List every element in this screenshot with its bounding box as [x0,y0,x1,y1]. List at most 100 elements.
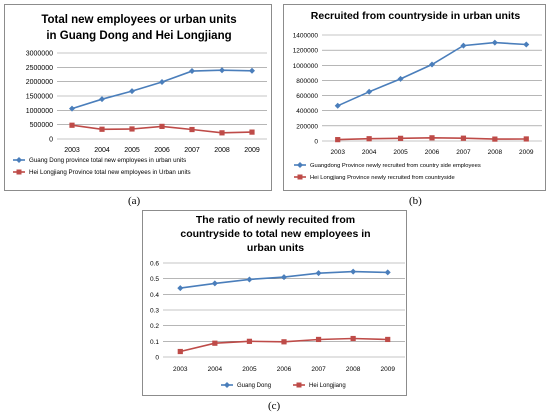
data-point [385,336,391,343]
data-point [246,276,253,283]
chart-b-svg: Recruited from countryside in urban unit… [293,10,542,181]
y-tick-label: 800000 [296,78,318,85]
y-tick-label: 1500000 [26,94,53,101]
data-point [315,270,322,277]
y-tick-label: 200000 [296,123,318,130]
data-point [211,280,218,287]
legend-marker [224,382,230,388]
x-tick-label: 2006 [154,147,170,154]
data-point [249,129,255,135]
data-point [492,136,498,142]
legend-marker [297,162,303,168]
x-tick-label: 2005 [393,149,408,156]
series-line [337,41,527,107]
data-point [129,88,135,95]
chart-c-svg: The ratio of newly recuited from countrys… [150,214,405,389]
y-tick-label: 3000000 [26,51,53,58]
data-point [315,336,322,343]
data-point [281,339,287,345]
data-point [523,41,530,48]
data-point [189,68,195,75]
series-line [71,69,253,110]
y-tick-label: 0.3 [150,308,159,315]
data-point [460,135,467,141]
x-tick-label: 2004 [94,147,110,154]
chart-title-line: The ratio of newly recuited from [196,214,355,226]
x-tick-label: 2007 [311,366,326,373]
data-point [350,268,357,275]
x-tick-label: 2005 [124,147,140,154]
y-tick-label: 0.4 [150,292,159,299]
chart-title-line: countryside to total new employees in [180,228,370,240]
y-tick-label: 1000000 [293,63,319,70]
legend-label: Hei Longjiang Province total new employe… [29,169,191,176]
panel-label-a: (a) [128,195,141,207]
y-tick-label: 1400000 [293,33,319,40]
x-tick-label: 2003 [173,366,188,373]
x-tick-label: 2006 [277,366,292,373]
data-point [397,75,404,82]
data-point [366,136,372,142]
x-tick-label: 2003 [64,147,80,154]
y-tick-label: 400000 [296,108,318,115]
y-tick-label: 0 [314,139,318,146]
data-point [429,135,435,141]
legend-marker [296,382,302,388]
y-tick-label: 2500000 [26,65,53,72]
data-point [177,348,183,355]
x-tick-label: 2004 [208,366,223,373]
data-point [219,67,225,74]
y-tick-label: 0.2 [150,323,159,330]
legend-label: Hei Longjiang Province newly recruited f… [310,175,455,181]
chart-panel-c: The ratio of newly recuited from countrys… [142,210,407,396]
data-point [69,105,75,112]
data-point [99,126,105,132]
data-point [212,340,218,346]
x-tick-label: 2005 [242,366,257,373]
x-tick-label: 2009 [244,147,260,154]
y-tick-label: 2000000 [26,79,53,86]
legend-label: Guangdong Province newly recruited from … [310,163,481,169]
x-tick-label: 2008 [214,147,230,154]
chart-panel-a: Total new employees or urban units in Gua… [4,4,272,191]
x-tick-label: 2004 [362,149,377,156]
data-point [249,67,255,74]
data-point [429,61,435,68]
data-point [159,78,165,85]
data-point [281,274,287,281]
chart-title-line: Total new employees or urban units [41,14,236,26]
chart-title-line: in Guang Dong and Hei Longjiang [46,30,231,42]
legend-label: Guang Dong [237,383,271,389]
x-tick-label: 2007 [456,149,471,156]
data-point [397,135,404,141]
y-tick-label: 0.5 [150,276,159,283]
panel-label-c: (c) [268,400,281,412]
chart-title-line: urban units [247,242,304,254]
y-tick-label: 0 [155,355,159,362]
legend-marker [16,169,22,175]
data-point [334,102,341,109]
data-point [460,42,467,49]
data-point [177,285,184,292]
legend-label: Hei Longjiang [309,383,346,389]
data-point [491,39,498,46]
data-point [69,122,75,128]
x-tick-label: 2008 [488,149,503,156]
legend-marker [16,157,22,163]
x-tick-label: 2007 [184,147,200,154]
data-point [335,137,341,143]
y-tick-label: 1200000 [293,48,319,55]
x-tick-label: 2003 [330,149,345,156]
data-point [189,126,195,133]
data-point [99,96,105,103]
data-point [350,335,356,342]
data-point [523,136,529,142]
x-tick-label: 2009 [380,366,395,373]
data-point [246,338,253,344]
chart-panel-b: Recruited from countryside in urban unit… [283,4,546,191]
chart-a-svg: Total new employees or urban units in Gua… [13,14,267,176]
y-tick-label: 0 [49,137,53,144]
y-tick-label: 1000000 [26,108,53,115]
legend-label: Guang Dong province total new employees … [29,157,186,164]
x-tick-label: 2009 [519,149,534,156]
